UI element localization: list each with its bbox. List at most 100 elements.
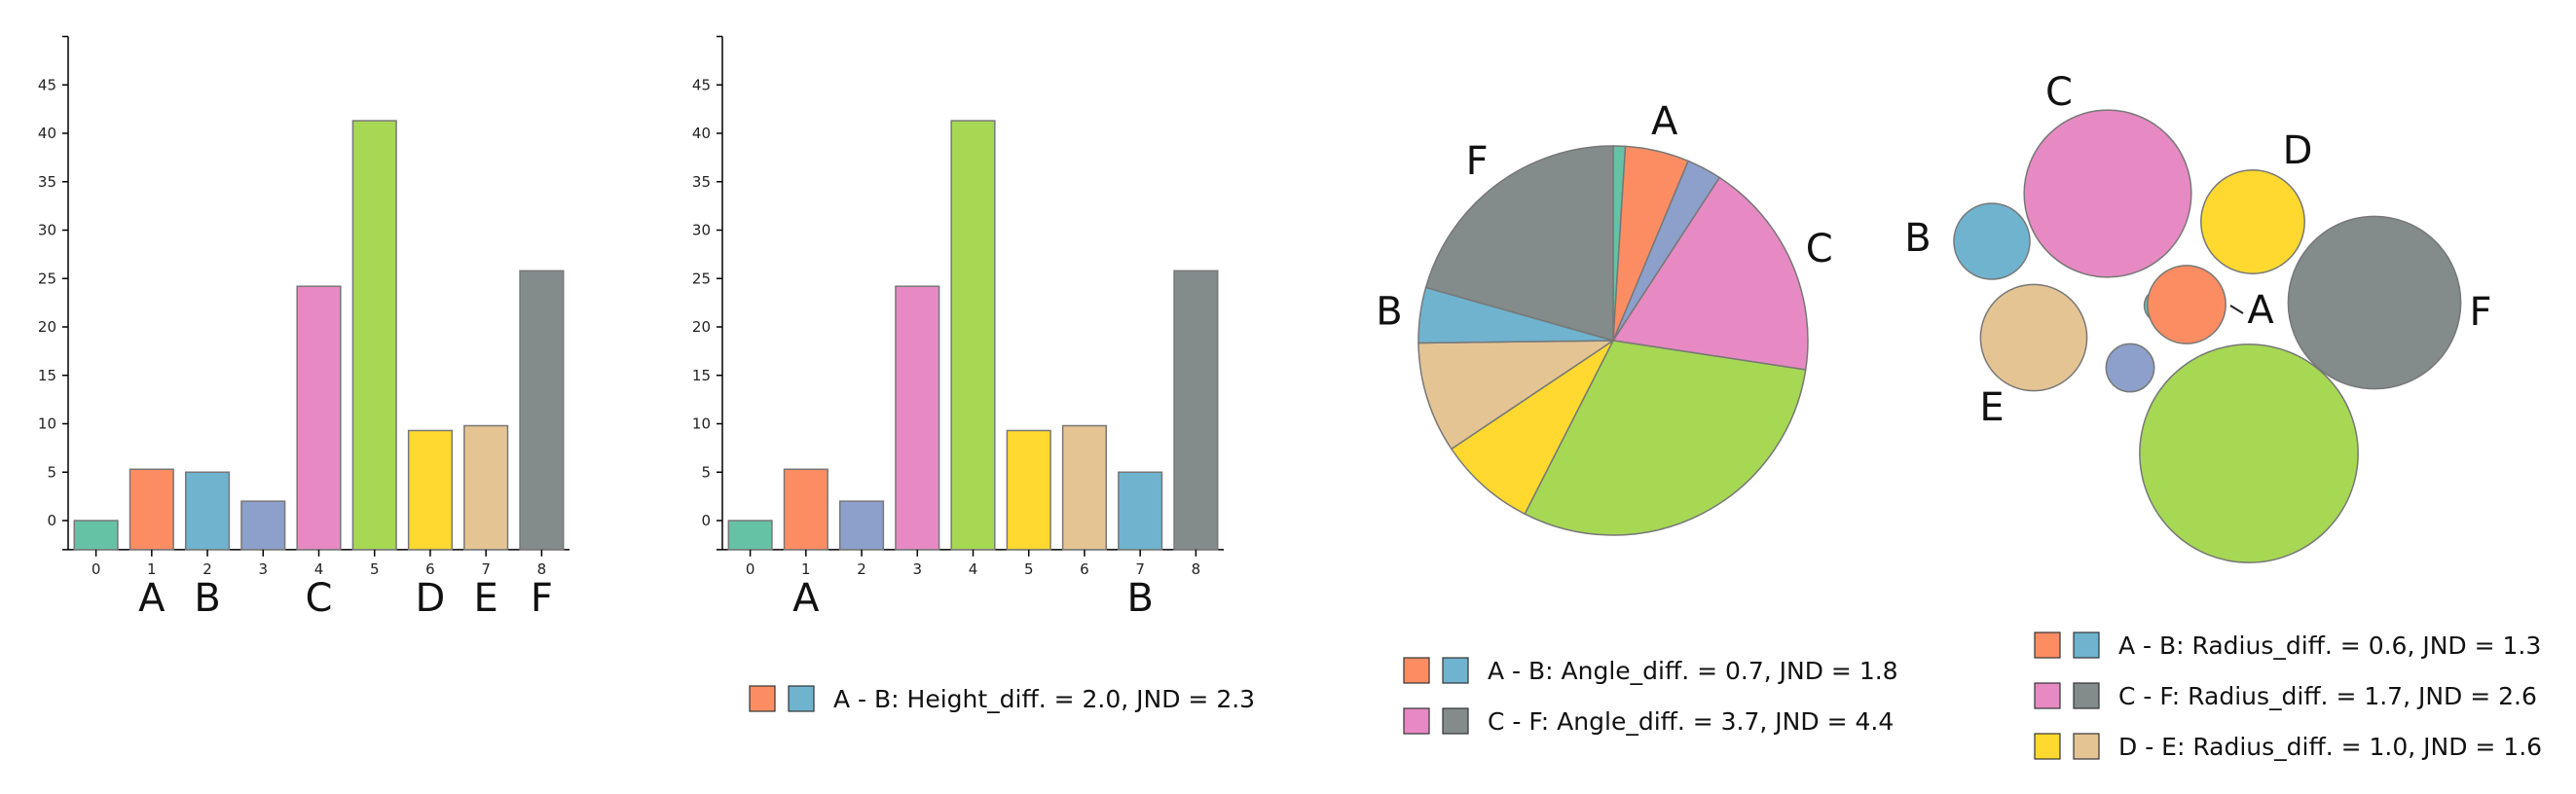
- x-tick-label: 8: [537, 560, 547, 578]
- x-tick-label: 5: [370, 560, 380, 578]
- legend-swatch: [1442, 707, 1469, 735]
- bubble: [2287, 215, 2462, 390]
- x-tick-label: 5: [1024, 560, 1034, 578]
- x-tick-label: 8: [1192, 560, 1201, 578]
- y-tick-label: 35: [38, 173, 56, 191]
- legend-swatch: [1403, 707, 1430, 735]
- x-tick-label: 7: [481, 560, 491, 578]
- bar-letter-label: E: [474, 576, 498, 621]
- legend-bubble-chart: A - B: Radius_diff. = 0.6, JND = 1.3 C - …: [2034, 632, 2542, 761]
- pie-chart: A C B F: [1376, 99, 1833, 536]
- bar: [1173, 270, 1219, 551]
- bar: [240, 500, 286, 551]
- x-tick-label: 3: [913, 560, 923, 578]
- bar-letter-label: B: [194, 576, 220, 621]
- x-tick-label: 4: [314, 560, 324, 578]
- x-tick-label: 1: [147, 560, 157, 578]
- bubble-label: C: [2045, 70, 2073, 115]
- y-tick-label: 25: [692, 270, 711, 287]
- bubble-label: E: [1979, 385, 2004, 430]
- pie-slice: [1611, 176, 1809, 371]
- y-tick-label: 30: [38, 222, 56, 239]
- bar: [129, 468, 174, 551]
- y-tick-label: 40: [692, 125, 711, 142]
- bar: [463, 424, 509, 551]
- bubble: [2023, 109, 2192, 278]
- bar: [950, 120, 996, 551]
- bar-chart-1: 0 5 10 15 20 25 30 35 40 45 0 1A 2B 3 4C 5 6D 7E 8F: [38, 35, 570, 621]
- x-tick-label: 3: [259, 560, 269, 578]
- bar-letter-label: D: [416, 576, 446, 621]
- y-tick-label: 20: [692, 318, 711, 336]
- bubble: [2147, 265, 2226, 344]
- pie-slice-label: F: [1466, 139, 1489, 184]
- bar: [1006, 429, 1051, 551]
- y-tick-label: 45: [692, 76, 711, 93]
- bubble-label: F: [2469, 290, 2491, 335]
- bar: [783, 468, 828, 551]
- bar-letter-label: C: [306, 576, 333, 621]
- y-tick-label: 45: [38, 76, 56, 93]
- pie-slice-label: B: [1376, 289, 1402, 334]
- x-tick-label: 7: [1135, 560, 1145, 578]
- legend-entry-text: A - B: Radius_diff. = 0.6, JND = 1.3: [2118, 632, 2541, 660]
- legend-entry-text: C - F: Angle_diff. = 3.7, JND = 4.4: [1488, 707, 1894, 736]
- y-tick-label: 40: [38, 125, 56, 142]
- bar: [1061, 424, 1108, 551]
- y-tick-label: 30: [692, 222, 711, 239]
- pie-slice-label: A: [1651, 99, 1678, 144]
- bar: [73, 520, 119, 551]
- pie-slice: [1417, 340, 1616, 451]
- bar-letter-label: A: [792, 576, 820, 621]
- bubble-label: A: [2247, 288, 2274, 333]
- legend-swatch: [2034, 632, 2061, 659]
- y-tick-label: 15: [692, 367, 711, 384]
- legend-swatch: [2073, 632, 2100, 659]
- legend-swatch: [1442, 657, 1469, 684]
- y-tick-label: 10: [692, 415, 711, 433]
- bubble: [1953, 202, 2031, 280]
- pie-slice: [1524, 340, 1807, 536]
- legend-swatch: [2073, 682, 2100, 709]
- y-tick-label: 0: [47, 512, 56, 529]
- bar: [519, 270, 565, 551]
- legend-swatch: [1403, 657, 1430, 684]
- y-tick-label: 10: [38, 415, 56, 433]
- y-tick-label: 25: [38, 270, 56, 287]
- y-tick-label: 15: [38, 367, 56, 384]
- legend-swatch: [749, 685, 776, 712]
- y-tick-label: 35: [692, 173, 711, 191]
- bubble-chart: A B C D E F: [1904, 70, 2492, 563]
- bar: [838, 500, 885, 551]
- x-tick-label: 0: [92, 560, 101, 578]
- y-tick-label: 5: [701, 463, 711, 481]
- bar-letter-label: A: [138, 576, 166, 621]
- y-tick-label: 5: [47, 463, 56, 481]
- legend-bar-chart-2: A - B: Height_diff. = 2.0, JND = 2.3: [749, 685, 1255, 713]
- legend-entry-text: A - B: Height_diff. = 2.0, JND = 2.3: [833, 685, 1255, 713]
- bar: [407, 429, 454, 551]
- pie-slice: [1450, 338, 1615, 516]
- bubble-label-leader: [2229, 305, 2244, 314]
- bubble: [2200, 169, 2305, 274]
- bar-letter-label: F: [531, 576, 553, 621]
- bubble: [2139, 343, 2359, 563]
- pie-slice-label: C: [1806, 227, 1833, 271]
- x-tick-label: 6: [1080, 560, 1089, 578]
- pie-slice: [1424, 145, 1614, 342]
- x-tick-label: 0: [746, 560, 755, 578]
- x-tick-label: 2: [202, 560, 212, 578]
- bubble-label: D: [2283, 128, 2313, 173]
- bubble: [1979, 283, 2088, 392]
- x-tick-label: 6: [425, 560, 435, 578]
- bar-letter-label: B: [1126, 576, 1153, 621]
- bar: [184, 471, 231, 551]
- x-tick-label: 4: [969, 560, 978, 578]
- bar: [296, 285, 342, 551]
- bar: [1118, 471, 1163, 551]
- bar: [351, 120, 397, 551]
- bubble: [2105, 343, 2155, 393]
- legend-swatch: [2073, 733, 2100, 760]
